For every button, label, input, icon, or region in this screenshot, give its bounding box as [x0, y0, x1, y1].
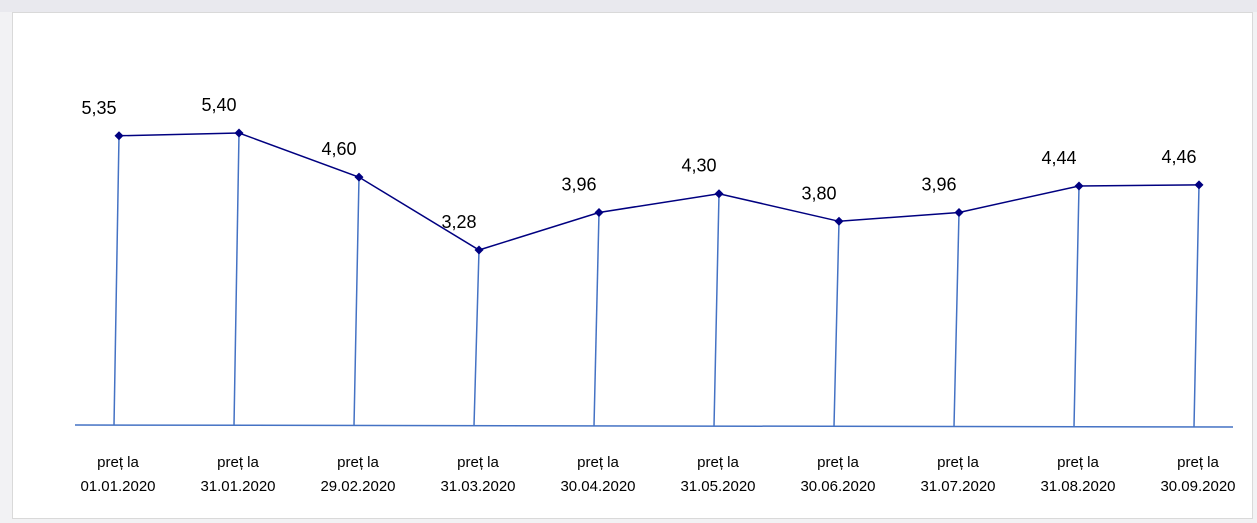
x-tick-label-2: preț la 31.01.2020 [200, 454, 275, 495]
data-label-4: 3,28 [441, 212, 476, 232]
drop-line-3 [353, 177, 360, 426]
data-label-1: 5,35 [81, 98, 116, 118]
data-label-9: 4,44 [1041, 148, 1076, 168]
data-point-5 [594, 207, 604, 217]
data-point-1 [114, 131, 124, 141]
drop-line-4 [473, 249, 480, 426]
x-tick-label-8: preț la 31.07.2020 [920, 454, 995, 495]
drop-line-8 [953, 212, 960, 427]
data-point-9 [1074, 181, 1084, 191]
drop-line-6 [713, 193, 720, 427]
x-tick-label-1: preț la 01.01.2020 [80, 454, 155, 495]
drop-line-2 [233, 132, 240, 426]
data-point-10 [1194, 180, 1204, 190]
data-label-7: 3,80 [801, 183, 836, 203]
data-point-4 [474, 245, 484, 255]
series-line [118, 132, 1200, 251]
x-tick-label-5: preț la 30.04.2020 [560, 454, 635, 495]
data-point-3 [354, 172, 364, 182]
drop-line-5 [593, 212, 600, 426]
data-point-2 [234, 128, 244, 138]
drop-line-10 [1193, 184, 1200, 427]
data-label-6: 4,30 [681, 156, 716, 176]
data-point-8 [954, 207, 964, 217]
x-tick-label-10: preț la 30.09.2020 [1160, 454, 1235, 495]
x-tick-label-9: preț la 31.08.2020 [1040, 454, 1115, 495]
data-label-3: 4,60 [321, 139, 356, 159]
drop-line-7 [833, 221, 840, 427]
drop-line-9 [1073, 185, 1080, 427]
chart-frame [12, 12, 1253, 519]
x-tick-label-6: preț la 31.05.2020 [680, 454, 755, 495]
drop-line-1 [113, 135, 120, 426]
data-label-8: 3,96 [921, 174, 956, 194]
top-band [0, 0, 1257, 12]
x-axis-line [74, 424, 1234, 428]
data-point-7 [834, 216, 844, 226]
x-tick-label-3: preț la 29.02.2020 [320, 454, 395, 495]
data-point-6 [714, 189, 724, 199]
x-tick-label-7: preț la 30.06.2020 [800, 454, 875, 495]
x-tick-label-4: preț la 31.03.2020 [440, 454, 515, 495]
data-label-5: 3,96 [561, 174, 596, 194]
data-label-10: 4,46 [1161, 147, 1196, 167]
data-label-2: 5,40 [201, 95, 236, 115]
